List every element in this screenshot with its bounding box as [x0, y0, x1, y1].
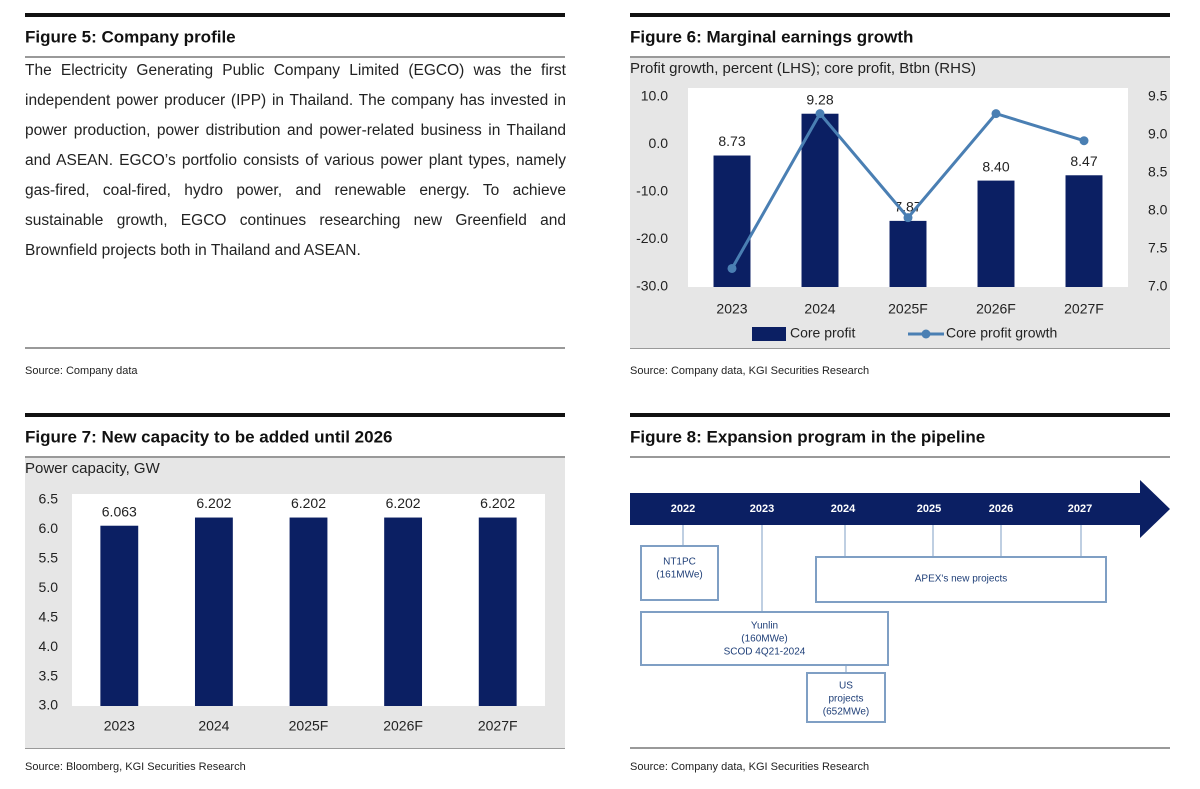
chart-subtitle: Power capacity, GW [25, 460, 161, 477]
marker [815, 109, 825, 119]
source: Source: Bloomberg, KGI Securities Resear… [25, 761, 246, 773]
bar [977, 180, 1015, 287]
bar [384, 517, 423, 706]
y-tick-label: -20.0 [636, 230, 668, 246]
box-label: projects [828, 694, 863, 705]
value-label: 6.202 [480, 495, 515, 511]
bar [478, 517, 517, 706]
chart-subtitle: Profit growth, percent (LHS); core profi… [630, 60, 976, 77]
box-label: (160MWe) [741, 634, 788, 645]
legend-swatch [752, 327, 786, 341]
rule [630, 413, 1170, 417]
figure-title: Figure 5: Company profile [25, 27, 236, 46]
value-label: 8.47 [1070, 153, 1097, 169]
year-label: 2024 [831, 503, 856, 515]
x-tick-label: 2025F [888, 301, 928, 317]
year-label: 2025 [917, 503, 941, 515]
y-tick-label: -30.0 [636, 278, 668, 294]
y-tick-label: 5.0 [39, 579, 59, 595]
x-tick-label: 2026F [383, 718, 423, 734]
y-tick-label: 3.0 [39, 697, 59, 713]
y-tick-label: 6.5 [39, 491, 59, 507]
y2-tick-label: 9.0 [1148, 126, 1168, 142]
y2-tick-label: 7.0 [1148, 278, 1168, 294]
value-label: 9.28 [806, 91, 833, 107]
legend-swatch [921, 329, 931, 339]
x-tick-label: 2026F [976, 301, 1016, 317]
marker [1079, 136, 1089, 146]
bar [100, 525, 139, 706]
y-tick-label: 4.5 [39, 608, 59, 624]
value-label: 6.202 [291, 495, 326, 511]
source: Source: Company data, KGI Securities Res… [630, 365, 869, 377]
y-tick-label: -10.0 [636, 183, 668, 199]
box-label: NT1PC [663, 557, 696, 568]
x-tick-label: 2027F [1064, 301, 1104, 317]
x-tick-label: 2024 [198, 718, 229, 734]
box-label: Yunlin [751, 621, 778, 632]
bar [194, 517, 233, 706]
bar [889, 220, 927, 287]
value-label: 6.202 [196, 495, 231, 511]
x-tick-label: 2025F [289, 718, 329, 734]
figure-title: Figure 8: Expansion program in the pipel… [630, 427, 985, 446]
y-tick-label: 0.0 [649, 135, 669, 151]
box-label: SCOD 4Q21-2024 [724, 647, 806, 658]
timeline-arrow [630, 480, 1170, 538]
y-tick-label: 10.0 [641, 88, 668, 104]
value-label: 8.40 [982, 158, 1009, 174]
x-tick-label: 2027F [478, 718, 518, 734]
rule [25, 13, 565, 17]
legend-label: Core profit [790, 325, 855, 341]
y2-tick-label: 8.0 [1148, 202, 1168, 218]
source: Source: Company data [25, 365, 138, 377]
figure-title: Figure 6: Marginal earnings growth [630, 27, 913, 46]
year-label: 2023 [750, 503, 774, 515]
x-tick-label: 2023 [716, 301, 747, 317]
year-label: 2027 [1068, 503, 1092, 515]
y2-tick-label: 9.5 [1148, 88, 1168, 104]
bar [1065, 175, 1103, 287]
box-label: US [839, 681, 853, 692]
rule [630, 13, 1170, 17]
marker [903, 213, 913, 223]
legend-label: Core profit growth [946, 325, 1057, 341]
y-tick-label: 3.5 [39, 667, 59, 683]
value-label: 6.202 [386, 495, 421, 511]
x-tick-label: 2023 [104, 718, 135, 734]
y-tick-label: 6.0 [39, 520, 59, 536]
year-label: 2022 [671, 503, 695, 515]
rule [25, 413, 565, 417]
marker [727, 263, 737, 273]
box-label: (161MWe) [656, 570, 703, 581]
boxes [640, 545, 1107, 723]
box-label: APEX's new projects [915, 574, 1008, 585]
marker [991, 109, 1001, 119]
year-label: 2026 [989, 503, 1013, 515]
source: Source: Company data, KGI Securities Res… [630, 761, 869, 773]
value-label: 8.73 [718, 133, 745, 149]
paragraph: The Electricity Generating Public Compan… [25, 62, 566, 259]
y2-tick-label: 8.5 [1148, 164, 1168, 180]
y2-tick-label: 7.5 [1148, 240, 1168, 256]
x-tick-label: 2024 [804, 301, 835, 317]
figure-title: Figure 7: New capacity to be added until… [25, 427, 392, 446]
y-tick-label: 4.0 [39, 638, 59, 654]
bar [801, 113, 839, 287]
value-label: 6.063 [102, 503, 137, 519]
box-label: (652MWe) [823, 707, 870, 718]
connectors [682, 525, 1082, 673]
bar [289, 517, 328, 706]
y-tick-label: 5.5 [39, 550, 59, 566]
